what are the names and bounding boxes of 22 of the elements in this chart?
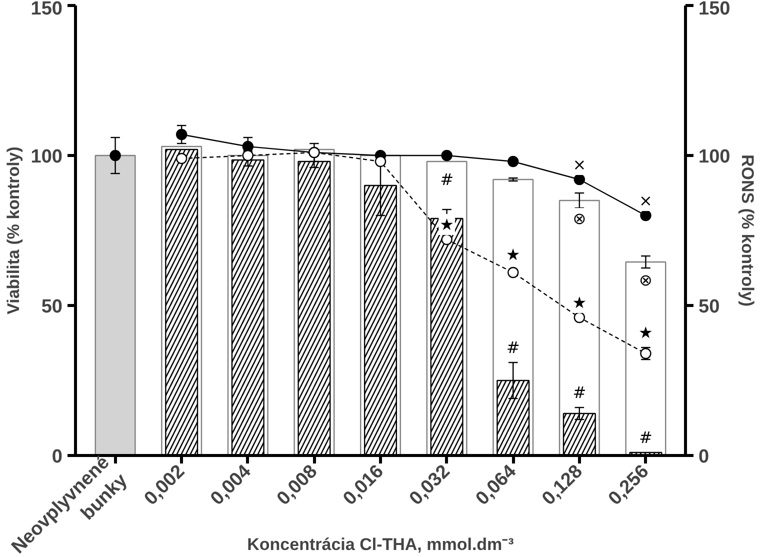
annotation: ★ <box>440 215 454 234</box>
annotation: ⊗ <box>639 270 652 290</box>
y2-tick-label: 50 <box>698 296 720 318</box>
annotation: × <box>572 155 586 174</box>
y2-tick-label: 100 <box>698 146 730 168</box>
annotation: ★ <box>572 293 587 312</box>
y-tick-label: 50 <box>41 296 63 318</box>
annotation: # <box>506 338 520 357</box>
annotation: ★ <box>638 323 653 342</box>
y2-tick-label: 0 <box>698 446 710 468</box>
y2-axis-title: RONS (% kontroly) <box>738 154 758 307</box>
annotation: # <box>639 428 652 447</box>
x-axis-title: Koncentrácia Cl-THA, mmol.dm⁻³ <box>247 535 514 554</box>
y-tick-label: 100 <box>30 146 62 168</box>
annotation: ⊗ <box>572 209 586 228</box>
y-tick-label: 150 <box>30 0 62 20</box>
annotation: × <box>639 191 652 210</box>
annotation: ★ <box>506 245 520 264</box>
y-axis-title: Viabilita (% kontroly) <box>4 146 23 314</box>
annotation: # <box>572 383 586 402</box>
y2-tick-label: 150 <box>698 0 730 20</box>
annotation: # <box>440 170 454 189</box>
